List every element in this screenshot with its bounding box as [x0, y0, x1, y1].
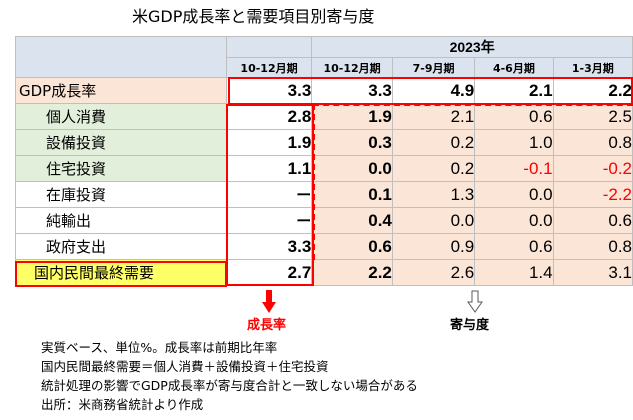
value-cell: 0.4 [311, 207, 393, 234]
contribution-caption: 寄与度 [450, 318, 490, 333]
header-year: 2023年 [311, 36, 633, 58]
footnote: 国内民間最終需要＝個人消費＋設備投資＋住宅投資 [41, 359, 329, 374]
value-cell: 0.9 [391, 233, 476, 260]
value-cell: ー [225, 181, 313, 208]
value-cell: 4.9 [391, 77, 476, 104]
value-cell: 1.3 [391, 181, 476, 208]
value-cell: 0.6 [474, 103, 554, 130]
footnote: 統計処理の影響でGDP成長率が寄与度合計と一致しない場合がある [41, 378, 418, 393]
value-cell: 1.9 [311, 103, 393, 130]
arrow-down-red-icon [262, 290, 276, 313]
value-cell: 1.0 [474, 129, 554, 156]
period-header: 10-12月期 [311, 57, 393, 78]
value-cell: 2.8 [225, 103, 313, 130]
value-cell: 2.7 [225, 259, 313, 286]
row-label: 政府支出 [15, 233, 227, 260]
row-label: 設備投資 [15, 129, 227, 156]
header-corner [15, 36, 227, 78]
header-period-row: 10-12月期 10-12月期 7-9月期 4-6月期 1-3月期 [16, 57, 633, 78]
value-cell: 0.2 [391, 155, 476, 182]
row-net-exports: 純輸出 ー 0.4 0.0 0.0 0.6 [15, 207, 633, 234]
row-label: 個人消費 [15, 103, 227, 130]
value-cell: ー [225, 207, 313, 234]
growth-rate-caption: 成長率 [247, 318, 287, 333]
row-gdp-growth: GDP成長率 3.3 3.3 4.9 2.1 2.2 [15, 77, 633, 104]
row-label: 国内民間最終需要 [15, 259, 227, 286]
value-cell: 0.8 [552, 129, 633, 156]
period-header: 1-3月期 [552, 57, 633, 78]
period-header: 10-12月期 [225, 57, 313, 78]
row-personal-consumption: 個人消費 2.8 1.9 2.1 0.6 2.5 [15, 103, 633, 130]
value-cell: 0.2 [391, 129, 476, 156]
row-label: 純輸出 [15, 207, 227, 234]
row-housing-investment: 住宅投資 1.1 0.0 0.2 -0.1 -0.2 [15, 155, 633, 182]
value-cell: 1.9 [225, 129, 313, 156]
row-label: 在庫投資 [15, 181, 227, 208]
value-cell: 0.8 [552, 233, 633, 260]
row-domestic-private-demand: 国内民間最終需要 2.7 2.2 2.6 1.4 3.1 [15, 259, 633, 286]
value-cell: 3.3 [311, 77, 393, 104]
value-cell: 2.1 [474, 77, 554, 104]
footnotes: 実質ベース、単位%。成長率は前期比年率 国内民間最終需要＝個人消費＋設備投資＋住… [41, 338, 418, 414]
value-cell: 3.1 [552, 259, 633, 286]
period-header: 7-9月期 [391, 57, 476, 78]
value-cell: 1.4 [474, 259, 554, 286]
chart-title: 米GDP成長率と需要項目別寄与度 [132, 7, 375, 26]
row-inventory-investment: 在庫投資 ー 0.1 1.3 0.0 -2.2 [15, 181, 633, 208]
value-cell: 2.6 [391, 259, 476, 286]
value-cell: 0.0 [474, 207, 554, 234]
value-cell: 1.1 [225, 155, 313, 182]
value-cell: 0.6 [474, 233, 554, 260]
header-year-blank [225, 36, 313, 58]
value-cell: 0.0 [311, 155, 393, 182]
value-cell: 2.5 [552, 103, 633, 130]
value-cell: 0.6 [552, 207, 633, 234]
header-year-row: 2023年 [15, 36, 633, 78]
value-cell: 3.3 [225, 233, 313, 260]
value-cell: 2.1 [391, 103, 476, 130]
footnote: 実質ベース、単位%。成長率は前期比年率 [41, 340, 278, 355]
value-cell: 0.1 [311, 181, 393, 208]
value-cell: 2.2 [311, 259, 393, 286]
value-cell: 0.6 [311, 233, 393, 260]
value-cell: 0.3 [311, 129, 393, 156]
row-business-investment: 設備投資 1.9 0.3 0.2 1.0 0.8 [15, 129, 633, 156]
footnote: 出所：米商務省統計より作成 [41, 397, 204, 412]
value-cell: 3.3 [225, 77, 313, 104]
value-cell-negative: -2.2 [552, 181, 633, 208]
row-label: 住宅投資 [15, 155, 227, 182]
gdp-table: 2023年 10-12月期 10-12月期 7-9月期 4-6月期 1-3月期 … [15, 36, 633, 286]
arrow-down-outline-icon [467, 290, 483, 313]
value-cell-negative: -0.2 [552, 155, 633, 182]
value-cell: 2.2 [552, 77, 633, 104]
row-label: GDP成長率 [15, 77, 227, 104]
value-cell: 0.0 [391, 207, 476, 234]
value-cell-negative: -0.1 [474, 155, 554, 182]
value-cell: 0.0 [474, 181, 554, 208]
period-header: 4-6月期 [474, 57, 554, 78]
row-government-spending: 政府支出 3.3 0.6 0.9 0.6 0.8 [15, 233, 633, 260]
